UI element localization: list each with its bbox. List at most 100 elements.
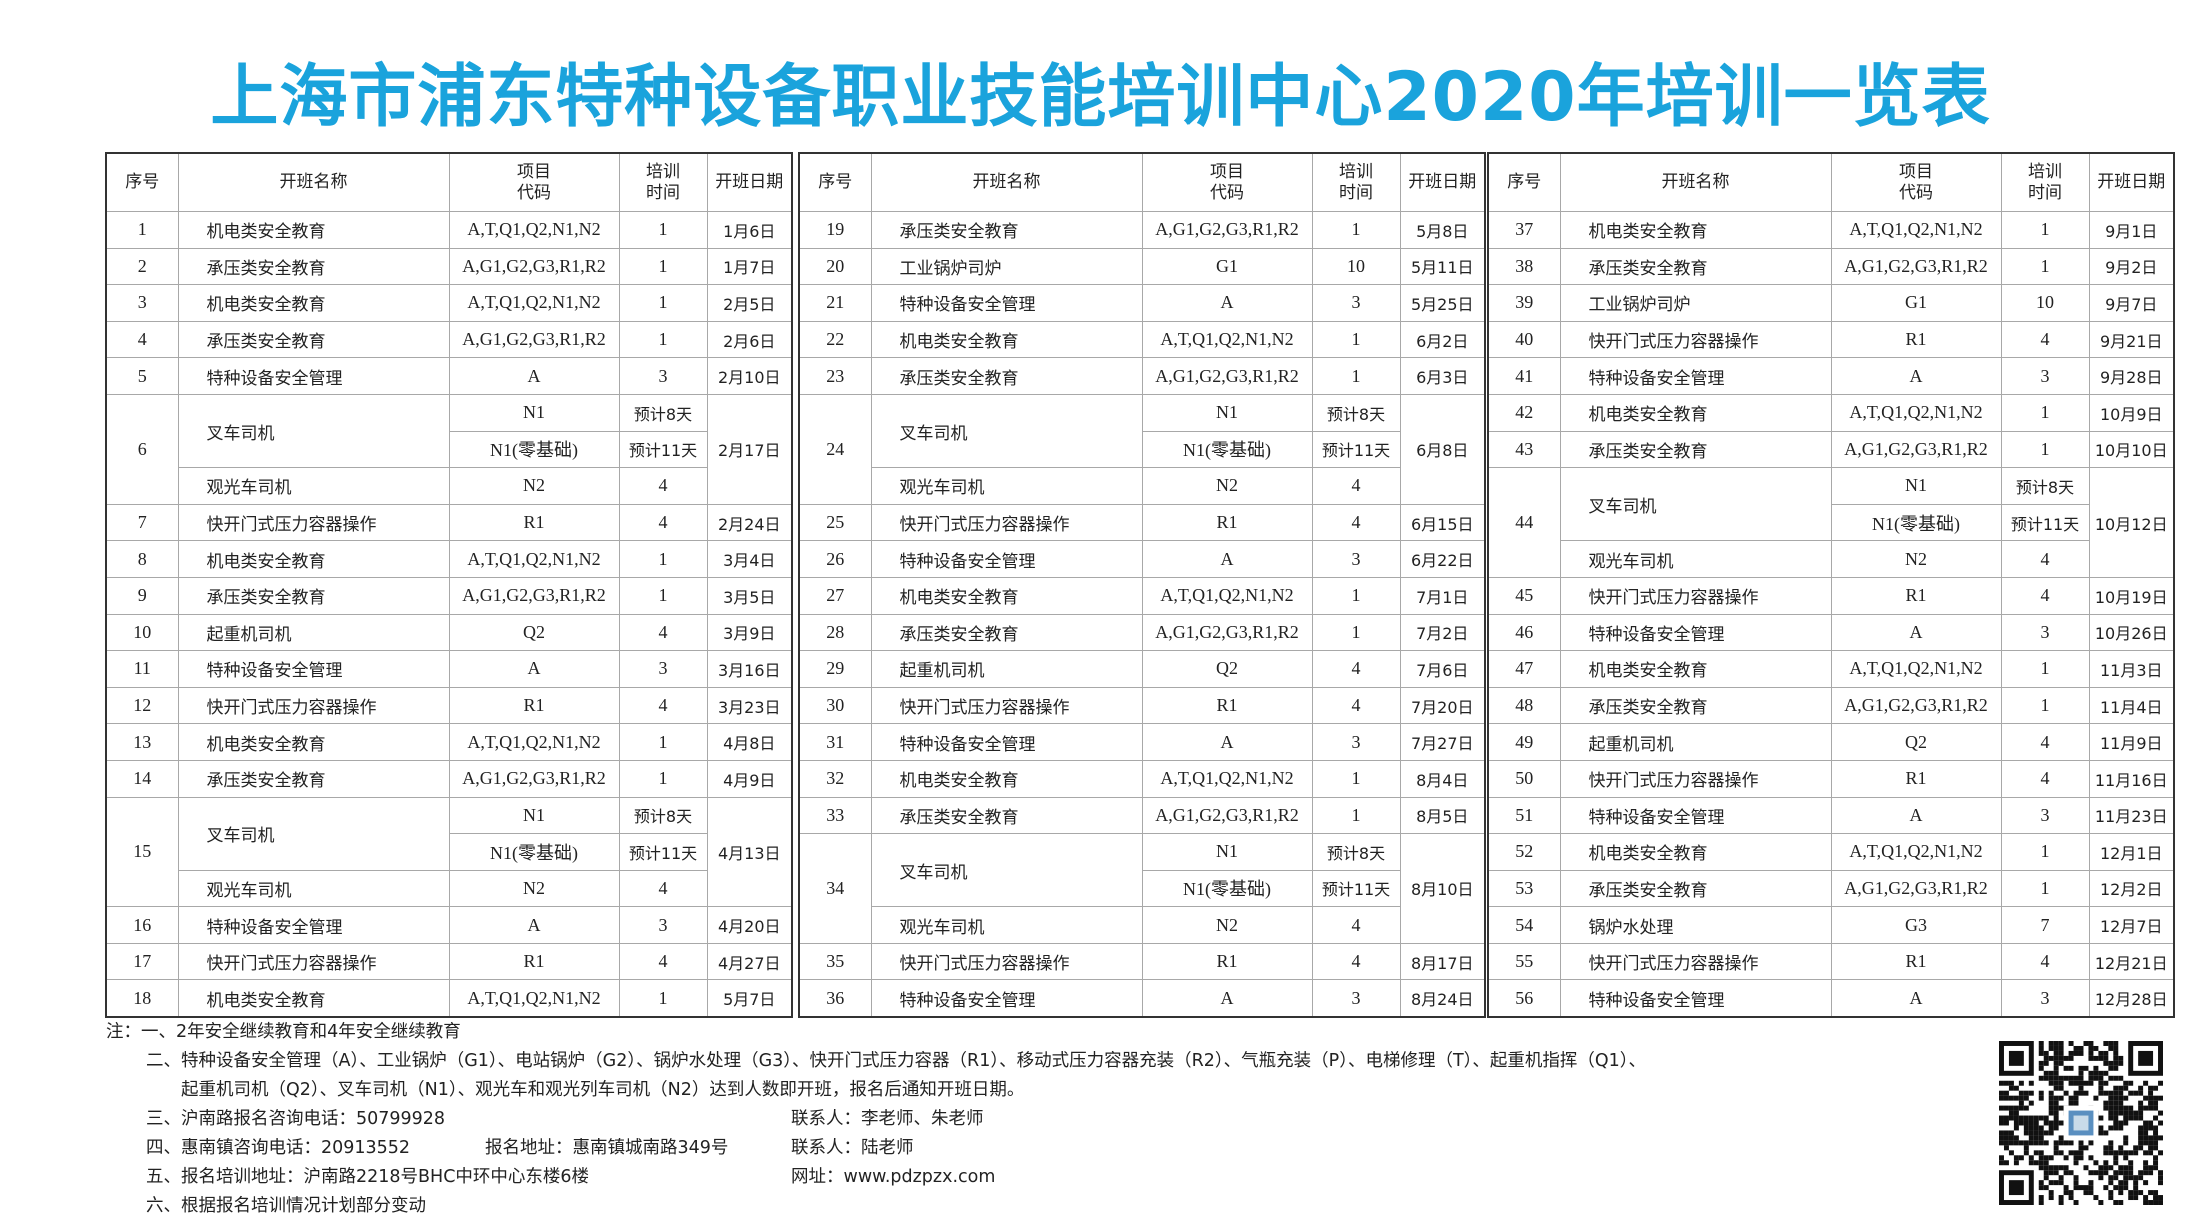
class-name: 承压类安全教育 xyxy=(177,759,450,798)
class-name: 特种设备安全管理 xyxy=(1559,613,1832,652)
start-date: 7月2日 xyxy=(1399,613,1486,652)
start-date: 2月6日 xyxy=(706,320,793,359)
project-code: A xyxy=(448,650,620,688)
row-number: 30 xyxy=(798,686,872,725)
class-name: 起重机司机 xyxy=(870,650,1143,688)
table-row: 21 特种设备安全管理 A 3 5月25日 xyxy=(798,284,1486,322)
training-days: 预计8天 xyxy=(618,393,708,432)
project-code: N2 xyxy=(448,467,620,505)
row-number: 8 xyxy=(105,540,179,578)
class-name: 承压类安全教育 xyxy=(177,576,450,615)
class-name: 观光车司机 xyxy=(1559,540,1832,578)
table-row: 34 叉车司机 N1 预计8天 8月10日 xyxy=(798,833,1486,944)
start-date: 9月21日 xyxy=(2088,320,2175,359)
training-days: 4 xyxy=(1311,503,1401,542)
column-header: 项目 代码 xyxy=(1830,152,2002,212)
start-date: 8月5日 xyxy=(1399,796,1486,835)
row-number: 44 xyxy=(1487,467,1561,578)
training-days: 预计11天 xyxy=(2000,503,2090,542)
start-date: 10月19日 xyxy=(2088,576,2175,615)
training-days: 4 xyxy=(618,869,708,908)
class-name: 机电类安全教育 xyxy=(1559,650,1832,688)
row-number: 43 xyxy=(1487,430,1561,469)
table-row: 37 机电类安全教育 A,T,Q1,Q2,N1,N2 1 9月1日 xyxy=(1487,211,2175,249)
training-days: 4 xyxy=(1311,942,1401,981)
class-name: 机电类安全教育 xyxy=(177,723,450,761)
table-row: 38 承压类安全教育 A,G1,G2,G3,R1,R2 1 9月2日 xyxy=(1487,247,2175,286)
row-number: 3 xyxy=(105,284,179,322)
schedule-table-3: 序号 开班名称 项目 代码 培训 时间 开班日期 37 机电类安全教育 A,T,Q1,Q2,N1,… xyxy=(1487,152,2175,1019)
project-code: A,T,Q1,Q2,N1,N2 xyxy=(1141,320,1313,359)
training-days: 1 xyxy=(618,540,708,578)
start-date: 9月7日 xyxy=(2088,284,2175,322)
project-code: A,T,Q1,Q2,N1,N2 xyxy=(1830,833,2002,871)
note-5-website[interactable]: 网址：www.pdzpzx.com xyxy=(791,1167,996,1187)
row-number: 37 xyxy=(1487,211,1561,249)
table-row: 26 特种设备安全管理 A 3 6月22日 xyxy=(798,540,1486,578)
table-row: 36 特种设备安全管理 A 3 8月24日 xyxy=(798,979,1486,1018)
start-date: 12月21日 xyxy=(2088,942,2175,981)
row-number: 56 xyxy=(1487,979,1561,1018)
table-row: 47 机电类安全教育 A,T,Q1,Q2,N1,N2 1 11月3日 xyxy=(1487,650,2175,688)
class-name: 机电类安全教育 xyxy=(177,540,450,578)
training-days: 3 xyxy=(618,357,708,395)
class-name: 承压类安全教育 xyxy=(1559,247,1832,286)
class-name: 快开门式压力容器操作 xyxy=(1559,942,1832,981)
table-row: N1(零基础) 预计11天 xyxy=(106,430,792,469)
class-name: 特种设备安全管理 xyxy=(177,357,450,395)
class-name: 承压类安全教育 xyxy=(177,320,450,359)
row-number: 19 xyxy=(798,211,872,249)
start-date: 3月9日 xyxy=(706,613,793,652)
project-code: A xyxy=(1830,979,2002,1018)
start-date: 7月6日 xyxy=(1399,650,1486,688)
note-6: 六、根据报名培训情况计划部分变动 xyxy=(146,1196,426,1216)
start-date: 4月13日 xyxy=(706,796,793,908)
start-date: 10月26日 xyxy=(2088,613,2175,652)
start-date: 2月5日 xyxy=(706,284,793,322)
start-date: 8月24日 xyxy=(1399,979,1486,1018)
column-header: 序号 xyxy=(798,152,872,212)
class-name: 承压类安全教育 xyxy=(1559,686,1832,725)
training-days: 3 xyxy=(1311,540,1401,578)
training-days: 预计11天 xyxy=(618,430,708,469)
table-row: N1(零基础) 预计11天 xyxy=(1488,503,2174,542)
project-code: A,T,Q1,Q2,N1,N2 xyxy=(448,979,620,1018)
project-code: Q2 xyxy=(1830,723,2002,761)
training-days: 预计11天 xyxy=(1311,430,1401,469)
table-row: N1(零基础) 预计11天 xyxy=(106,833,792,871)
table-row: 6 叉车司机 N1 预计8天 2月17日 xyxy=(105,393,793,505)
training-days: 预计8天 xyxy=(618,796,708,835)
row-number: 55 xyxy=(1487,942,1561,981)
note-4: 四、惠南镇咨询电话：20913552 xyxy=(146,1138,411,1158)
table-row: 33 承压类安全教育 A,G1,G2,G3,R1,R2 1 8月5日 xyxy=(798,796,1486,835)
training-days: 1 xyxy=(618,759,708,798)
training-days: 4 xyxy=(618,686,708,725)
table-row: 51 特种设备安全管理 A 3 11月23日 xyxy=(1487,796,2175,835)
class-name: 叉车司机 xyxy=(870,393,1143,469)
start-date: 6月3日 xyxy=(1399,357,1486,395)
project-code: N2 xyxy=(1141,467,1313,505)
training-days: 4 xyxy=(1311,467,1401,505)
training-days: 1 xyxy=(2000,869,2090,908)
project-code: N1 xyxy=(1141,393,1313,432)
table-row: 2 承压类安全教育 A,G1,G2,G3,R1,R2 1 1月7日 xyxy=(105,247,793,286)
row-number: 39 xyxy=(1487,284,1561,322)
training-days: 预计8天 xyxy=(1311,393,1401,432)
table-row: 40 快开门式压力容器操作 R1 4 9月21日 xyxy=(1487,320,2175,359)
table-row: 55 快开门式压力容器操作 R1 4 12月21日 xyxy=(1487,942,2175,981)
project-code: A,T,Q1,Q2,N1,N2 xyxy=(448,540,620,578)
start-date: 10月12日 xyxy=(2088,467,2175,578)
project-code: R1 xyxy=(1830,759,2002,798)
project-code: A xyxy=(1141,540,1313,578)
start-date: 9月2日 xyxy=(2088,247,2175,286)
table-row: 29 起重机司机 Q2 4 7月6日 xyxy=(798,650,1486,688)
note-2-cont: 起重机司机（Q2）、叉车司机（N1）、观光车和观光列车司机（N2）达到人数即开班… xyxy=(181,1080,1025,1100)
start-date: 6月2日 xyxy=(1399,320,1486,359)
page-title: 上海市浦东特种设备职业技能培训中心2020年培训一览表 xyxy=(210,58,1991,137)
project-code: A,T,Q1,Q2,N1,N2 xyxy=(1141,759,1313,798)
table-row: 44 叉车司机 N1 预计8天 10月12日 xyxy=(1487,467,2175,578)
class-name: 叉车司机 xyxy=(177,393,450,469)
start-date: 3月5日 xyxy=(706,576,793,615)
row-number: 10 xyxy=(105,613,179,652)
training-days: 1 xyxy=(1311,759,1401,798)
